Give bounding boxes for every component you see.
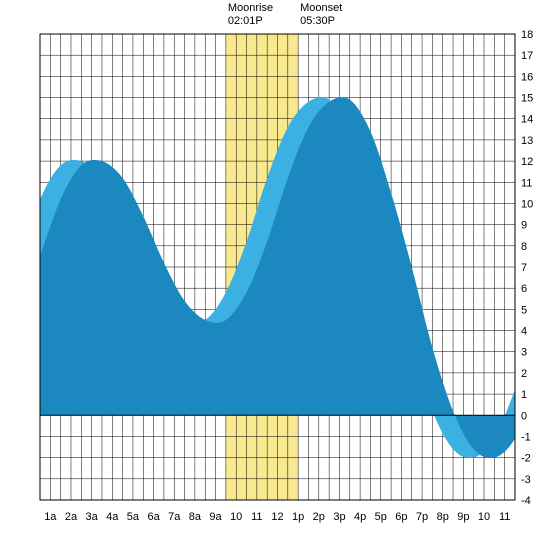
x-tick-label: 12 [271, 511, 283, 523]
moonrise-time: 02:01P [228, 15, 263, 27]
y-tick-label: 0 [521, 410, 527, 422]
y-tick-label: 2 [521, 368, 527, 380]
y-tick-label: 17 [521, 50, 533, 62]
x-tick-label: 2p [313, 511, 325, 523]
y-tick-label: 9 [521, 220, 527, 232]
x-tick-label: 9a [209, 511, 222, 523]
y-tick-label: 7 [521, 262, 527, 274]
moonset-title: Moonset [300, 2, 342, 14]
x-tick-label: 9p [457, 511, 469, 523]
y-tick-label: -2 [521, 453, 531, 465]
x-tick-label: 7p [416, 511, 428, 523]
y-tick-label: 5 [521, 304, 527, 316]
y-tick-label: 15 [521, 93, 533, 105]
x-tick-label: 3p [333, 511, 345, 523]
tide-chart: Moonrise 02:01P Moonset 05:30P -4-3-2-10… [0, 0, 550, 550]
y-tick-label: 3 [521, 347, 527, 359]
chart-svg: -4-3-2-101234567891011121314151617181a2a… [0, 0, 550, 550]
y-tick-label: 12 [521, 156, 533, 168]
y-tick-label: 16 [521, 71, 533, 83]
x-tick-label: 11 [499, 511, 510, 523]
x-tick-label: 5p [375, 511, 387, 523]
x-tick-label: 10 [478, 511, 490, 523]
moonset-label: Moonset 05:30P [300, 2, 342, 28]
x-tick-label: 11 [251, 511, 262, 523]
moonrise-title: Moonrise [228, 2, 273, 14]
moon-header: Moonrise 02:01P Moonset 05:30P [0, 0, 550, 30]
x-tick-label: 7a [168, 511, 181, 523]
x-tick-label: 2a [65, 511, 78, 523]
x-tick-label: 6p [395, 511, 407, 523]
y-tick-label: 14 [521, 114, 533, 126]
y-tick-label: 13 [521, 135, 533, 147]
x-tick-label: 1p [292, 511, 304, 523]
x-tick-label: 8a [189, 511, 202, 523]
x-tick-label: 10 [230, 511, 242, 523]
y-tick-label: 1 [521, 389, 527, 401]
x-tick-label: 1a [44, 511, 57, 523]
x-tick-label: 5a [127, 511, 140, 523]
y-tick-label: 18 [521, 29, 533, 41]
x-tick-label: 3a [86, 511, 99, 523]
x-tick-label: 4a [106, 511, 119, 523]
y-tick-label: -3 [521, 474, 531, 486]
x-tick-label: 8p [437, 511, 449, 523]
y-tick-label: 8 [521, 241, 527, 253]
y-tick-label: 4 [521, 326, 527, 338]
x-tick-label: 6a [147, 511, 160, 523]
moonrise-label: Moonrise 02:01P [228, 2, 273, 28]
y-tick-label: -1 [521, 431, 531, 443]
x-tick-label: 4p [354, 511, 366, 523]
y-tick-label: 11 [521, 177, 532, 189]
moonset-time: 05:30P [300, 15, 335, 27]
y-tick-label: 10 [521, 198, 533, 210]
y-tick-label: 6 [521, 283, 527, 295]
y-tick-label: -4 [521, 495, 531, 507]
